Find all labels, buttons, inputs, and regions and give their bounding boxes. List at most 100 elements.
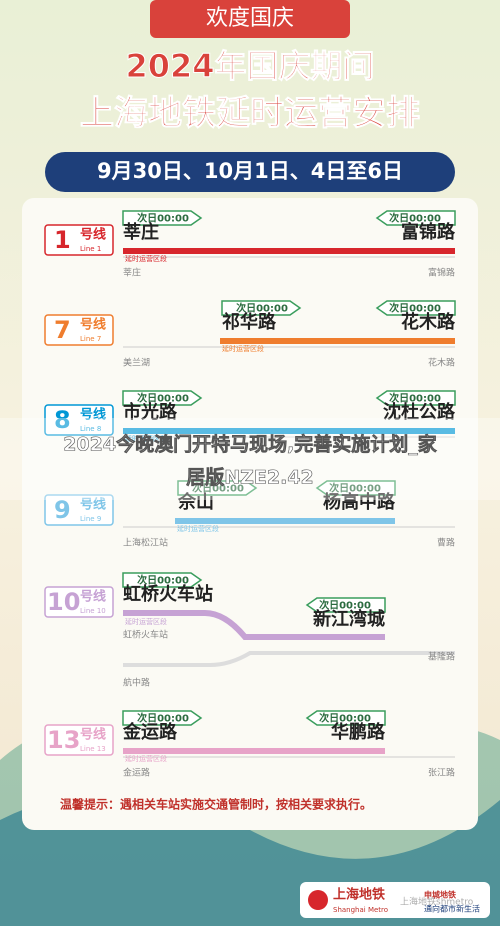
section-label: 延时运营区段 <box>125 754 167 763</box>
time-text: 次日00:00 <box>389 212 441 225</box>
title: 上海地铁延时运营安排 <box>80 94 420 134</box>
time-text: 次日00:00 <box>319 712 371 725</box>
line-number: 9 <box>54 496 71 524</box>
terminus: 虹桥火车站 <box>123 629 168 641</box>
terminus: 曹路 <box>437 537 455 549</box>
time-tag <box>122 710 203 726</box>
time-text: 次日00:00 <box>329 482 381 495</box>
line-english: Line 13 <box>80 745 106 753</box>
terminus: 莘庄 <box>123 267 141 279</box>
overlay-band <box>0 418 500 500</box>
line-bar <box>123 428 455 434</box>
terminus: 上海松江站 <box>123 537 168 549</box>
line-suffix: 号线 <box>80 589 106 605</box>
line-badge <box>44 724 114 756</box>
line-bar <box>123 748 385 754</box>
section-label: 延时运营区段 <box>177 524 219 533</box>
station-name: 佘山 <box>177 491 214 513</box>
date-bar <box>45 152 455 192</box>
section-label: 延时运营区段 <box>125 617 167 626</box>
line-number: 10 <box>47 588 80 616</box>
line-bar <box>123 248 455 254</box>
logo-box <box>300 882 490 918</box>
terminus: 基隆路 <box>428 651 455 663</box>
terminus: 金运路 <box>123 767 150 779</box>
station-name: 杨高中路 <box>323 491 396 513</box>
time-text: 次日00:00 <box>137 212 189 225</box>
station-name: 祁华路 <box>222 311 277 333</box>
time-text: 次日00:00 <box>192 482 244 495</box>
time-tag <box>305 710 386 726</box>
time-tag <box>221 300 302 316</box>
station-name: 花木路 <box>401 311 456 333</box>
station-name: 华鹏路 <box>331 721 386 743</box>
line-bar <box>175 518 395 524</box>
line-badge <box>44 224 114 256</box>
station-name: 市光路 <box>123 401 178 423</box>
logo-english: Shanghai Metro <box>333 906 388 914</box>
dates: 9月30日、10月1日、4日至6日 <box>97 159 403 183</box>
time-tag <box>375 390 456 406</box>
time-tag <box>305 597 386 613</box>
section-label: 延时运营区段 <box>125 254 167 263</box>
line-bar <box>220 338 455 344</box>
line-number: 7 <box>54 316 71 344</box>
line-suffix: 号线 <box>80 227 106 243</box>
time-tag <box>122 390 203 406</box>
time-text: 次日00:00 <box>137 712 189 725</box>
section-label: 延时运营区段 <box>125 434 167 443</box>
line-number: 13 <box>47 726 80 754</box>
logo-name: 上海地铁 <box>333 887 385 903</box>
overlay-text: 居版NZE2.42 <box>186 466 314 489</box>
track <box>123 651 455 667</box>
overlay-text: 2024今晚澳门开特马现场,完善实施计划_家 <box>63 433 438 456</box>
badge-text: 欢度国庆 <box>206 6 294 31</box>
line-english: Line 1 <box>80 245 101 253</box>
time-tag <box>122 572 203 588</box>
terminus: 富锦路 <box>428 267 455 279</box>
terminus: 美兰湖 <box>123 357 150 369</box>
section-label: 延时运营区段 <box>222 344 264 353</box>
station-name: 沈杜公路 <box>383 401 456 423</box>
terminus: 航中路 <box>123 677 150 689</box>
time-tag <box>375 210 456 226</box>
station-name: 金运路 <box>122 721 178 743</box>
time-tag <box>375 300 456 316</box>
time-text: 次日00:00 <box>236 302 288 315</box>
time-text: 次日00:00 <box>137 574 189 587</box>
time-tag <box>315 480 396 496</box>
line-badge <box>44 494 114 526</box>
time-tag <box>177 480 258 496</box>
station-name: 新江湾城 <box>313 608 385 630</box>
terminus: 张江路 <box>428 767 455 779</box>
time-text: 次日00:00 <box>389 392 441 405</box>
station-name: 莘庄 <box>123 221 159 243</box>
badge <box>150 0 350 38</box>
title: 2024年国庆期间 <box>125 47 374 85</box>
line-number: 1 <box>54 226 71 254</box>
line-badge <box>44 586 114 618</box>
station-name: 虹桥火车站 <box>123 583 213 605</box>
line-number: 8 <box>54 406 71 434</box>
line-badge <box>44 404 114 436</box>
line-english: Line 9 <box>80 515 101 523</box>
line-english: Line 7 <box>80 335 101 343</box>
line-badge <box>44 314 114 346</box>
slogan-brand: 申城地铁 <box>424 890 456 900</box>
time-tag <box>122 210 203 226</box>
slogan-text: 通向都市新生活 <box>424 904 480 914</box>
line-suffix: 号线 <box>80 317 106 333</box>
line-bar <box>123 610 385 640</box>
station-name: 富锦路 <box>401 221 456 243</box>
line-english: Line 10 <box>80 607 106 615</box>
time-text: 次日00:00 <box>137 392 189 405</box>
panel <box>22 198 478 830</box>
line-suffix: 号线 <box>80 407 106 423</box>
line-suffix: 号线 <box>80 727 106 743</box>
tip: 温馨提示：遇相关车站实施交通管制时，按相关要求执行。 <box>60 797 372 812</box>
time-text: 次日00:00 <box>319 599 371 612</box>
line-english: Line 8 <box>80 425 101 433</box>
watermark: 上海地铁shmetro <box>400 896 474 908</box>
logo-icon <box>308 890 328 910</box>
